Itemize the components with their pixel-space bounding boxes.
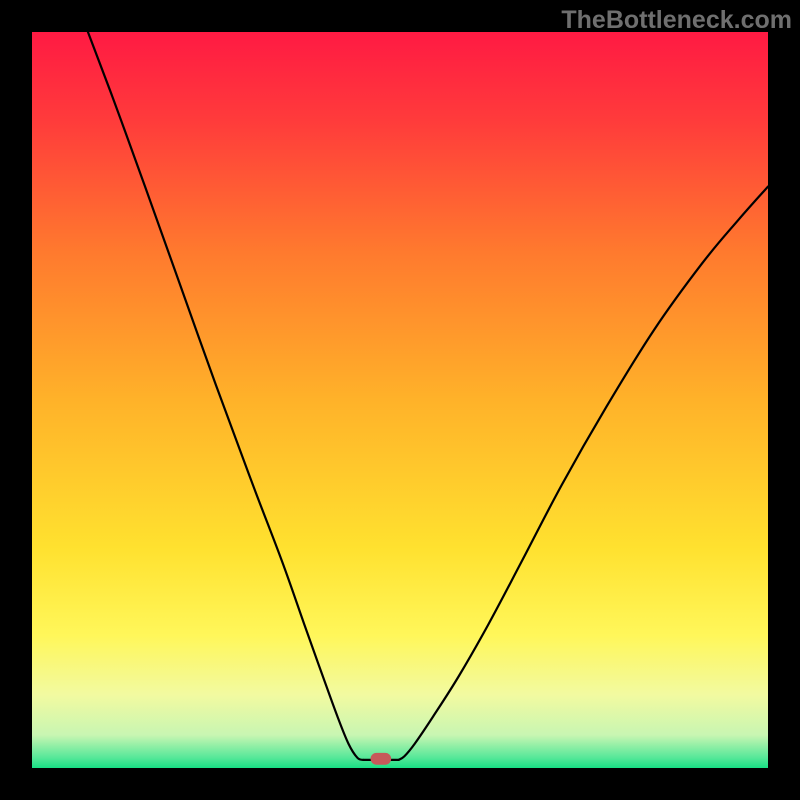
watermark-text: TheBottleneck.com (561, 6, 792, 35)
curve-right-branch (399, 187, 768, 760)
curve-left-branch (88, 32, 363, 760)
curve-layer (32, 32, 768, 768)
plot-area (32, 32, 768, 768)
bottleneck-marker (371, 753, 392, 765)
